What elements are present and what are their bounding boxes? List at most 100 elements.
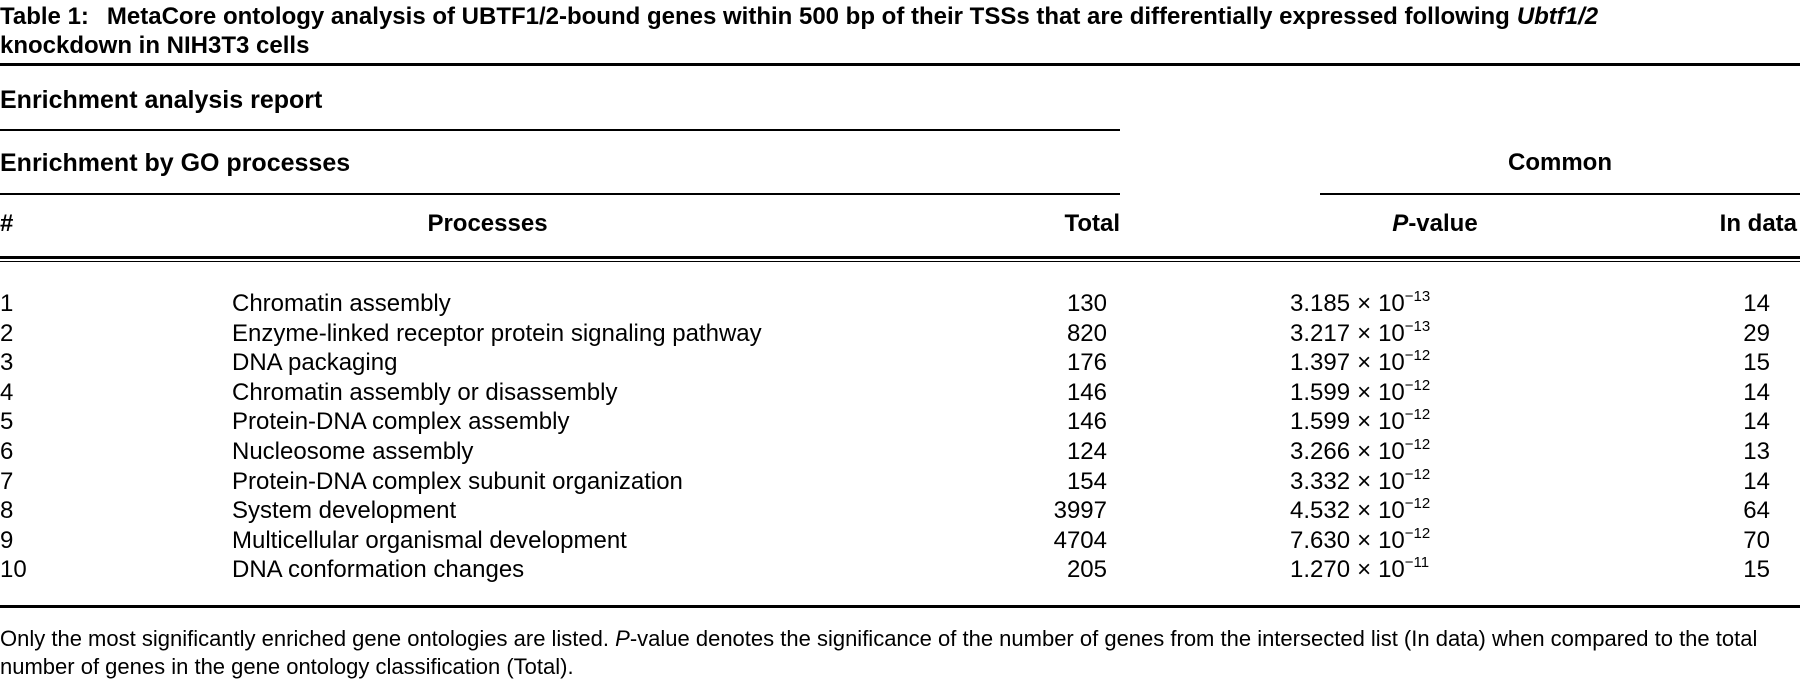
section-divider-rules <box>0 193 1800 195</box>
row-total-value: 146 <box>1066 408 1107 436</box>
row-rank: 3 <box>0 349 14 377</box>
table-row: 8 System development 3997 4.532 × 10−12 64 <box>0 496 1800 526</box>
multiplication-sign: × <box>1357 526 1372 554</box>
pvalue-mantissa: 3.185 <box>1290 290 1351 317</box>
pvalue-exponent: −12 <box>1404 465 1431 483</box>
row-gap <box>1120 555 1290 585</box>
pvalue-base: 10 <box>1378 378 1405 406</box>
row-process-name: Nucleosome assembly <box>232 437 474 465</box>
row-rank: 8 <box>0 497 14 525</box>
pvalue-column-header: P-value <box>1290 208 1580 240</box>
pvalue-exponent: −12 <box>1404 495 1431 513</box>
row-rank: 1 <box>0 290 14 317</box>
row-total-value: 130 <box>1066 290 1107 317</box>
row-pvalue: 3.266 × 10−12 <box>1290 437 1580 467</box>
multiplication-sign: × <box>1357 556 1372 584</box>
pvalue-exponent: −13 <box>1404 317 1431 335</box>
row-indata-value: 14 <box>1743 467 1770 495</box>
row-gap <box>1120 496 1290 526</box>
header-gap <box>1120 208 1290 240</box>
pvalue-mantissa: 3.332 <box>1290 467 1351 495</box>
pvalue-header-italic-p: P <box>1392 210 1409 237</box>
section-divider-gap <box>1120 193 1320 195</box>
pvalue-mantissa: 1.599 <box>1290 408 1351 436</box>
row-indata-value: 29 <box>1743 319 1770 347</box>
rank-column-header: # <box>0 210 14 237</box>
multiplication-sign: × <box>1357 437 1372 465</box>
table-footnote: Only the most significantly enriched gen… <box>0 625 1800 681</box>
pvalue-base: 10 <box>1378 290 1405 317</box>
row-rank: 6 <box>0 437 14 465</box>
row-indata-value: 14 <box>1743 290 1770 317</box>
pvalue-base: 10 <box>1378 556 1405 584</box>
row-rank: 4 <box>0 378 14 406</box>
row-process-name: Chromatin assembly or disassembly <box>232 378 618 406</box>
pvalue-mantissa: 1.599 <box>1290 378 1351 406</box>
row-total-value: 820 <box>1066 319 1107 347</box>
row-gap <box>1120 407 1290 437</box>
pvalue-mantissa: 3.217 <box>1290 319 1351 347</box>
row-total-value: 205 <box>1066 556 1107 584</box>
row-process-name: Multicellular organismal development <box>232 526 627 554</box>
multiplication-sign: × <box>1357 290 1372 317</box>
row-rank: 2 <box>0 319 14 347</box>
multiplication-sign: × <box>1357 378 1372 406</box>
table-bottom-rule <box>0 604 1800 608</box>
pvalue-exponent: −11 <box>1404 554 1430 572</box>
row-process-name: Chromatin assembly <box>232 290 451 317</box>
pvalue-exponent: −13 <box>1404 288 1431 305</box>
row-pvalue: 3.185 × 10−13 <box>1290 289 1580 319</box>
row-pvalue: 1.397 × 10−12 <box>1290 348 1580 378</box>
row-indata-value: 15 <box>1743 556 1770 584</box>
row-pvalue: 1.270 × 10−11 <box>1290 555 1580 585</box>
row-total-value: 3997 <box>1053 497 1107 525</box>
table-caption: Table 1: MetaCore ontology analysis of UB… <box>0 2 1800 60</box>
table-body: 1 Chromatin assembly 130 3.185 × 10−13 14 2 Enzy… <box>0 289 1800 585</box>
processes-column-header: Processes <box>427 210 548 237</box>
row-gap <box>1120 289 1290 319</box>
table-row: 6 Nucleosome assembly 124 3.266 × 10−12 13 <box>0 437 1800 467</box>
footnote-italic-p: P <box>615 625 630 651</box>
pvalue-exponent: −12 <box>1404 406 1431 424</box>
row-rank: 5 <box>0 408 14 436</box>
pvalue-mantissa: 1.270 <box>1290 556 1351 584</box>
row-indata-value: 14 <box>1743 378 1770 406</box>
header-bottom-rule <box>0 256 1800 262</box>
row-gap <box>1120 526 1290 556</box>
table-row: 7 Protein-DNA complex subunit organizatio… <box>0 467 1800 497</box>
footnote-text-start: Only the most significantly enriched gen… <box>0 625 616 651</box>
table-row: 4 Chromatin assembly or disassembly 146 1.5… <box>0 378 1800 408</box>
row-pvalue: 7.630 × 10−12 <box>1290 526 1580 556</box>
row-indata-value: 70 <box>1743 526 1770 554</box>
table-row: 3 DNA packaging 176 1.397 × 10−12 15 <box>0 348 1800 378</box>
table-row: 1 Chromatin assembly 130 3.185 × 10−13 14 <box>0 289 1800 319</box>
row-pvalue: 3.332 × 10−12 <box>1290 467 1580 497</box>
row-pvalue: 1.599 × 10−12 <box>1290 378 1580 408</box>
table-row: 10 DNA conformation changes 205 1.270 × 10−11… <box>0 555 1800 585</box>
table-row: 9 Multicellular organismal development 470… <box>0 526 1800 556</box>
pvalue-base: 10 <box>1378 497 1405 525</box>
pvalue-exponent: −12 <box>1404 376 1431 394</box>
row-rank: 9 <box>0 526 14 554</box>
row-pvalue: 4.532 × 10−12 <box>1290 496 1580 526</box>
section-divider-rule-left <box>0 193 1120 195</box>
section-title: Enrichment by GO processes <box>0 149 351 177</box>
table-row: 5 Protein-DNA complex assembly 146 1.599 × 10… <box>0 407 1800 437</box>
pvalue-mantissa: 3.266 <box>1290 437 1351 465</box>
common-divider-rule <box>1320 193 1800 195</box>
row-indata-value: 15 <box>1743 349 1770 377</box>
common-group-header: Common <box>1508 149 1612 176</box>
column-header-row: # Processes Total P-value In data <box>0 208 1800 240</box>
row-total-value: 124 <box>1066 437 1107 465</box>
caption-line-2: knockdown in NIH3T3 cells <box>0 32 310 59</box>
pvalue-mantissa: 4.532 <box>1290 497 1351 525</box>
pvalue-header-rest: -value <box>1408 210 1478 237</box>
caption-divider-rule <box>0 63 1800 66</box>
row-pvalue: 3.217 × 10−13 <box>1290 319 1580 349</box>
total-column-header: Total <box>1064 210 1120 237</box>
caption-line-1: Table 1: MetaCore ontology analysis of UB… <box>0 2 1800 31</box>
multiplication-sign: × <box>1357 319 1372 347</box>
pvalue-base: 10 <box>1378 319 1405 347</box>
pvalue-exponent: −12 <box>1404 347 1431 365</box>
